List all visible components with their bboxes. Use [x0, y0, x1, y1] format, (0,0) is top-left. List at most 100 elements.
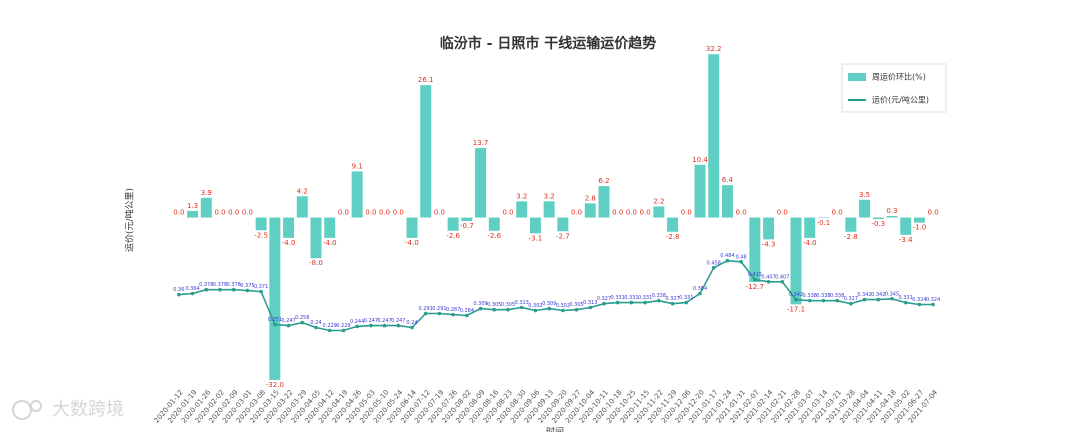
legend-label: 周运价环比(%) — [872, 72, 926, 82]
bar-value-label: 6.4 — [722, 176, 734, 184]
bar-value-label: -17.1 — [787, 305, 805, 313]
price-point — [739, 259, 743, 264]
price-point — [903, 300, 908, 305]
bar-value-label: 0.3 — [886, 207, 897, 215]
price-point — [218, 287, 222, 292]
bar — [845, 217, 857, 232]
price-point — [231, 287, 236, 292]
price-point — [451, 312, 455, 317]
bar — [886, 216, 898, 218]
price-value-label: 0.284 — [460, 308, 474, 314]
price-value-label: 0.305 — [487, 302, 501, 308]
watermark-icon — [12, 400, 32, 420]
price-point — [561, 308, 565, 313]
price-value-label: 0.364 — [693, 286, 707, 292]
bar-value-label: 0.0 — [214, 209, 225, 217]
price-value-label: 0.342 — [789, 292, 803, 298]
bar-value-label: 3.2 — [544, 192, 555, 200]
price-point — [780, 279, 785, 284]
bar — [667, 217, 679, 232]
bar — [187, 210, 199, 218]
price-value-label: 0.375 — [240, 283, 254, 289]
bar — [406, 217, 418, 238]
price-point — [588, 305, 593, 310]
bar — [900, 217, 912, 235]
price-point — [670, 301, 675, 306]
bar — [461, 217, 473, 222]
price-point — [643, 300, 647, 305]
bar-value-label: 2.8 — [585, 194, 596, 202]
bar-value-label: -4.0 — [803, 239, 817, 247]
bar-value-label: 32.2 — [706, 45, 722, 53]
bar — [859, 199, 871, 218]
price-value-label: 0.291 — [432, 306, 446, 312]
price-value-label: 0.302 — [528, 303, 542, 309]
price-value-label: 0.305 — [501, 302, 515, 308]
bar-value-label: -0.3 — [871, 220, 885, 228]
bar — [721, 185, 733, 218]
bar-value-label: 4.2 — [297, 187, 308, 195]
bar-value-label: 0.0 — [777, 209, 788, 217]
bar — [475, 148, 487, 218]
bar-value-label: -2.6 — [487, 232, 501, 240]
price-point — [711, 266, 716, 270]
watermark-text: 大数跨境 — [52, 399, 124, 420]
bar-value-label: 0.0 — [640, 209, 651, 217]
bar — [763, 217, 775, 240]
price-point — [423, 311, 428, 316]
bar-value-label: 2.2 — [653, 197, 664, 205]
bar — [557, 217, 569, 232]
bar-value-label: 0.0 — [571, 209, 582, 217]
price-value-label: 0.251 — [268, 317, 282, 323]
bar-value-label: -2.8 — [844, 233, 858, 241]
bar-value-label: -3.1 — [529, 234, 543, 242]
bar — [872, 217, 884, 220]
bar — [749, 217, 761, 283]
chart-title: 临汾市 - 日照市 干线运输运价趋势 — [440, 35, 656, 52]
price-point — [314, 325, 318, 330]
price-value-label: 0.338 — [652, 293, 666, 299]
price-point — [286, 323, 291, 328]
bar-value-label: 0.0 — [681, 209, 692, 217]
price-point — [629, 300, 634, 305]
legend-label: 运价(元/吨公里) — [872, 95, 929, 105]
price-point — [465, 313, 469, 318]
price-value-label: 0.338 — [816, 293, 830, 299]
watermark: 大数跨境 — [12, 399, 124, 420]
price-value-label: 0.247 — [377, 318, 391, 324]
price-point — [327, 328, 332, 333]
price-value-label: 0.407 — [775, 274, 789, 280]
bar-value-label: 0.0 — [502, 209, 513, 217]
bar-value-label: 13.7 — [473, 139, 489, 147]
price-point — [917, 302, 922, 307]
price-point — [300, 320, 305, 325]
bar-value-label: -1.0 — [913, 224, 927, 232]
price-value-label: 0.331 — [611, 295, 625, 301]
price-value-label: 0.345 — [885, 291, 899, 297]
bar — [543, 201, 555, 218]
price-point — [519, 305, 524, 310]
bar — [653, 206, 665, 218]
price-value-label: 0.324 — [912, 297, 926, 303]
bar-value-label: -8.0 — [309, 259, 323, 267]
bar — [598, 186, 610, 218]
bar — [516, 201, 528, 218]
price-point — [766, 279, 771, 284]
bar-value-label: -0.7 — [460, 222, 474, 230]
price-point — [849, 301, 853, 306]
price-point — [574, 307, 579, 312]
bar — [913, 217, 925, 223]
price-value-label: 0.229 — [323, 323, 337, 329]
price-point — [273, 322, 277, 327]
price-point — [615, 300, 620, 305]
bar-value-label: 0.0 — [379, 209, 390, 217]
price-value-label: 0.378 — [227, 282, 241, 288]
bar — [324, 217, 336, 238]
bar — [447, 217, 459, 231]
bar-value-label: -2.7 — [556, 232, 570, 240]
bar-value-label: 0.0 — [434, 209, 445, 217]
bar — [529, 217, 541, 234]
bar — [694, 164, 706, 218]
bar-value-label: 3.5 — [859, 191, 870, 199]
